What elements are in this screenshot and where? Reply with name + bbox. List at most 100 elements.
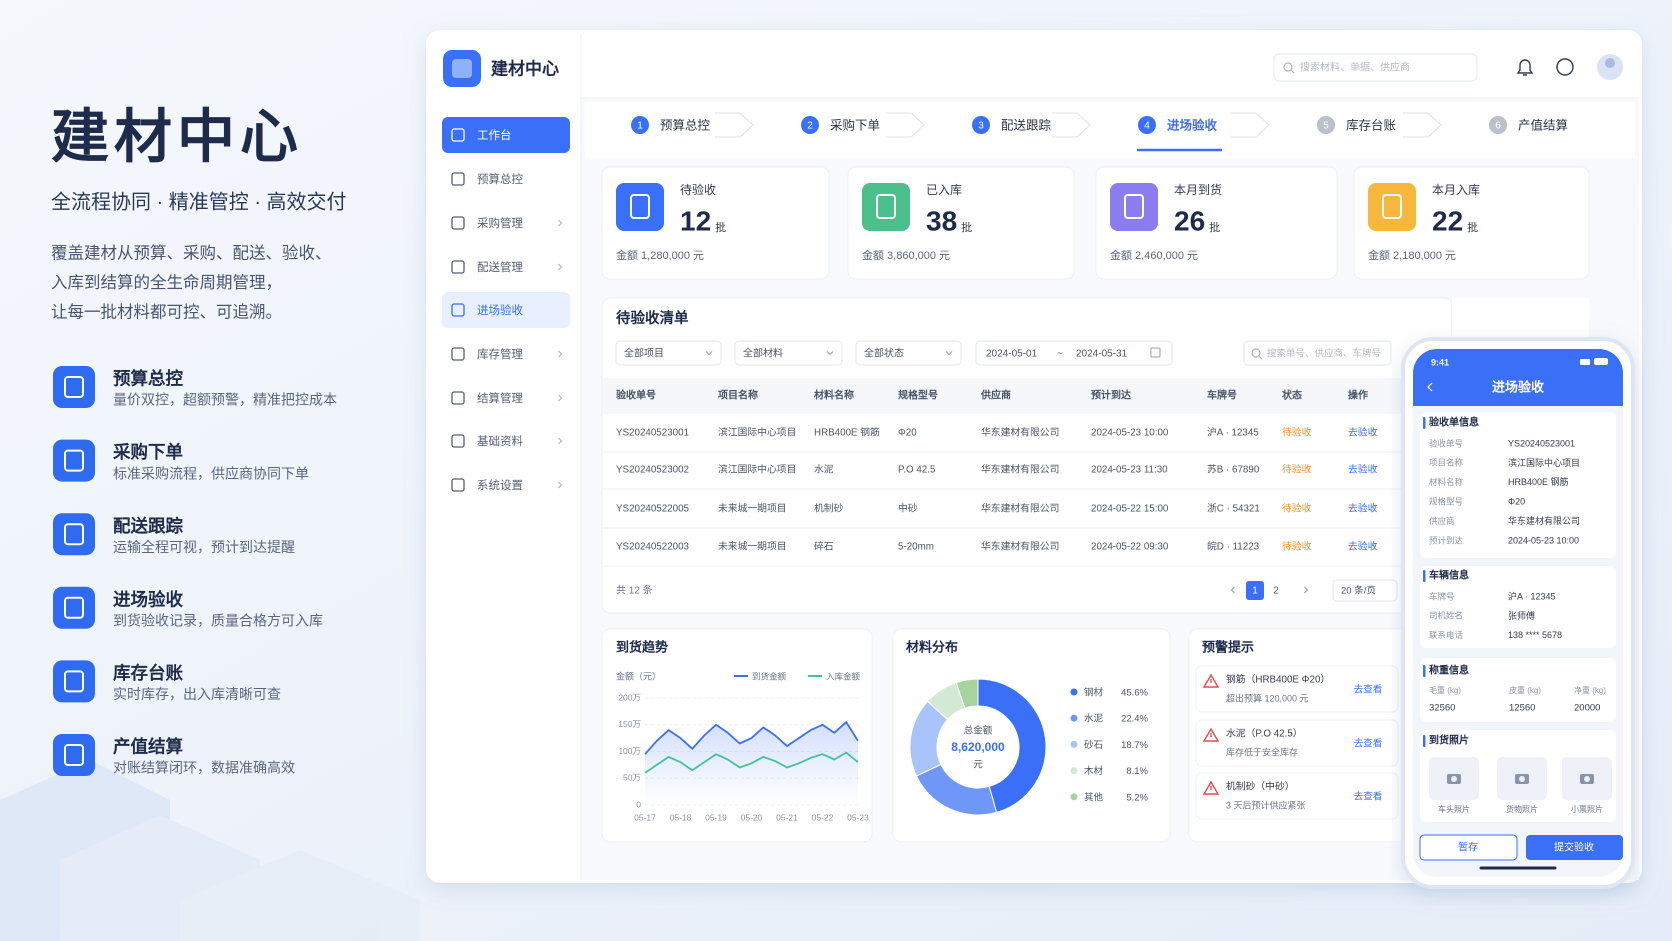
legend-label: 砂石	[1084, 739, 1103, 751]
feature-desc: 对账结算闭环，数据准确高效	[113, 760, 295, 776]
x-tick-label: 05-19	[705, 812, 727, 822]
sidebar-icon	[451, 434, 465, 448]
step-label[interactable]: 产值结算	[1518, 117, 1568, 132]
phone-section	[1420, 412, 1616, 558]
center-label: 总金额	[964, 725, 993, 737]
sidebar-item[interactable]: 工作台	[477, 128, 512, 142]
date-to: 2024-05-31	[1076, 349, 1128, 360]
chevron-icon	[558, 437, 563, 445]
sidebar-item[interactable]: 预算总控	[477, 172, 523, 186]
filter-label: 全部项目	[624, 347, 664, 360]
field-label: 预计到达	[1429, 535, 1464, 545]
step-label[interactable]: 配送跟踪	[1001, 117, 1052, 132]
table-cell: 华东建材有限公司	[981, 426, 1059, 439]
table-cell: 浙C · 54321	[1207, 503, 1260, 515]
row-action[interactable]: 去验收	[1348, 463, 1378, 476]
step-number: 5	[1323, 121, 1329, 132]
table-header: 车牌号	[1207, 389, 1237, 402]
table-cell: P.O 42.5	[898, 465, 936, 476]
date-from: 2024-05-01	[986, 349, 1038, 360]
sidebar-item[interactable]: 进场验收	[477, 303, 523, 317]
sidebar-item[interactable]: 采购管理	[477, 216, 523, 230]
search-box[interactable]	[1273, 53, 1478, 82]
alert-action[interactable]: 去查看	[1354, 738, 1383, 750]
btn-save[interactable]	[1419, 834, 1518, 861]
btn-submit-label: 提交验收	[1554, 841, 1594, 854]
deco-block	[0, 760, 170, 941]
table-header: 操作	[1348, 389, 1368, 402]
sidebar-icon	[451, 391, 465, 405]
section-marker	[1423, 417, 1426, 429]
legend-label: 入库金额	[826, 671, 861, 681]
feature-icon-glyph	[64, 449, 84, 472]
step-label[interactable]: 预算总控	[660, 117, 711, 132]
alert-action[interactable]: 去查看	[1354, 791, 1383, 803]
sidebar-item[interactable]: 库存管理	[477, 347, 523, 361]
alert-action[interactable]: 去查看	[1354, 684, 1383, 696]
table-cell: 待验收	[1282, 463, 1312, 476]
help-icon[interactable]	[1556, 58, 1574, 76]
x-tick-label: 05-21	[776, 812, 798, 822]
y-tick-label: 50万	[623, 773, 641, 783]
field-value: 张师傅	[1508, 610, 1535, 621]
sidebar-item[interactable]: 基础资料	[477, 434, 523, 448]
filter-select[interactable]	[855, 340, 962, 366]
stat-unit: 批	[715, 220, 726, 234]
field-value: 12560	[1509, 703, 1535, 714]
filter-select[interactable]	[615, 340, 722, 366]
field-label: 皮重 (kg)	[1509, 685, 1541, 695]
phone-section	[1420, 566, 1616, 648]
brand-name: 建材中心	[491, 58, 559, 78]
phone-title: 进场验收	[1492, 379, 1545, 394]
stat-icon	[862, 183, 910, 231]
step-circle	[801, 116, 819, 134]
sidebar-item[interactable]: 结算管理	[477, 391, 523, 405]
row-action[interactable]: 去验收	[1348, 502, 1378, 515]
alert-item-title: 钢筋（HRB400E Φ20）	[1226, 673, 1330, 686]
bell-icon[interactable]	[1516, 59, 1534, 76]
date-range[interactable]	[975, 340, 1173, 366]
row-action[interactable]: 去验收	[1348, 426, 1378, 439]
row-action[interactable]: 去验收	[1348, 540, 1378, 553]
filter-select[interactable]	[734, 340, 843, 366]
step-label[interactable]: 采购下单	[830, 117, 880, 132]
chevron-icon[interactable]	[1230, 586, 1235, 594]
field-value: 32560	[1429, 703, 1455, 714]
chevron-icon[interactable]	[1304, 586, 1309, 594]
page-number[interactable]: 1	[1252, 586, 1258, 597]
field-label: 毛重 (kg)	[1429, 685, 1461, 695]
btn-submit[interactable]	[1526, 835, 1623, 860]
table-cell: 华东建材有限公司	[981, 463, 1059, 476]
sidebar-item[interactable]: 配送管理	[477, 260, 523, 274]
stat-icon	[1368, 183, 1416, 231]
step-label[interactable]: 库存台账	[1346, 117, 1397, 132]
sidebar-current-bg	[442, 292, 570, 328]
sidebar-active-bg	[442, 117, 570, 153]
step-arrow	[1403, 112, 1442, 138]
table-header: 规格型号	[898, 389, 938, 402]
section-title: 验收单信息	[1429, 416, 1479, 429]
feature-icon-glyph	[64, 523, 84, 546]
stat-label: 本月入库	[1432, 182, 1480, 197]
step-arrow	[886, 112, 925, 138]
pie-slice	[955, 678, 979, 709]
search-icon	[1283, 62, 1293, 72]
y-axis-label: 金额（元）	[616, 670, 661, 681]
step-circle	[1489, 116, 1507, 134]
chevron-icon	[558, 350, 563, 358]
list-search[interactable]	[1243, 340, 1392, 366]
sidebar-item[interactable]: 系统设置	[477, 479, 523, 492]
x-tick-label: 05-22	[812, 812, 834, 822]
table-header: 状态	[1282, 389, 1302, 402]
feature-icon-glyph	[64, 670, 84, 693]
table-cell: 华东建材有限公司	[981, 540, 1059, 553]
chevron-icon[interactable]	[1427, 382, 1433, 392]
step-label[interactable]: 进场验收	[1167, 117, 1218, 132]
camera-lens	[1584, 776, 1590, 782]
stat-amount: 金额 2,180,000 元	[1368, 248, 1456, 262]
alert-title: 预警提示	[1202, 639, 1254, 654]
page-number[interactable]: 2	[1273, 586, 1279, 597]
chevron-icon	[705, 351, 713, 356]
page-size[interactable]	[1332, 579, 1398, 602]
